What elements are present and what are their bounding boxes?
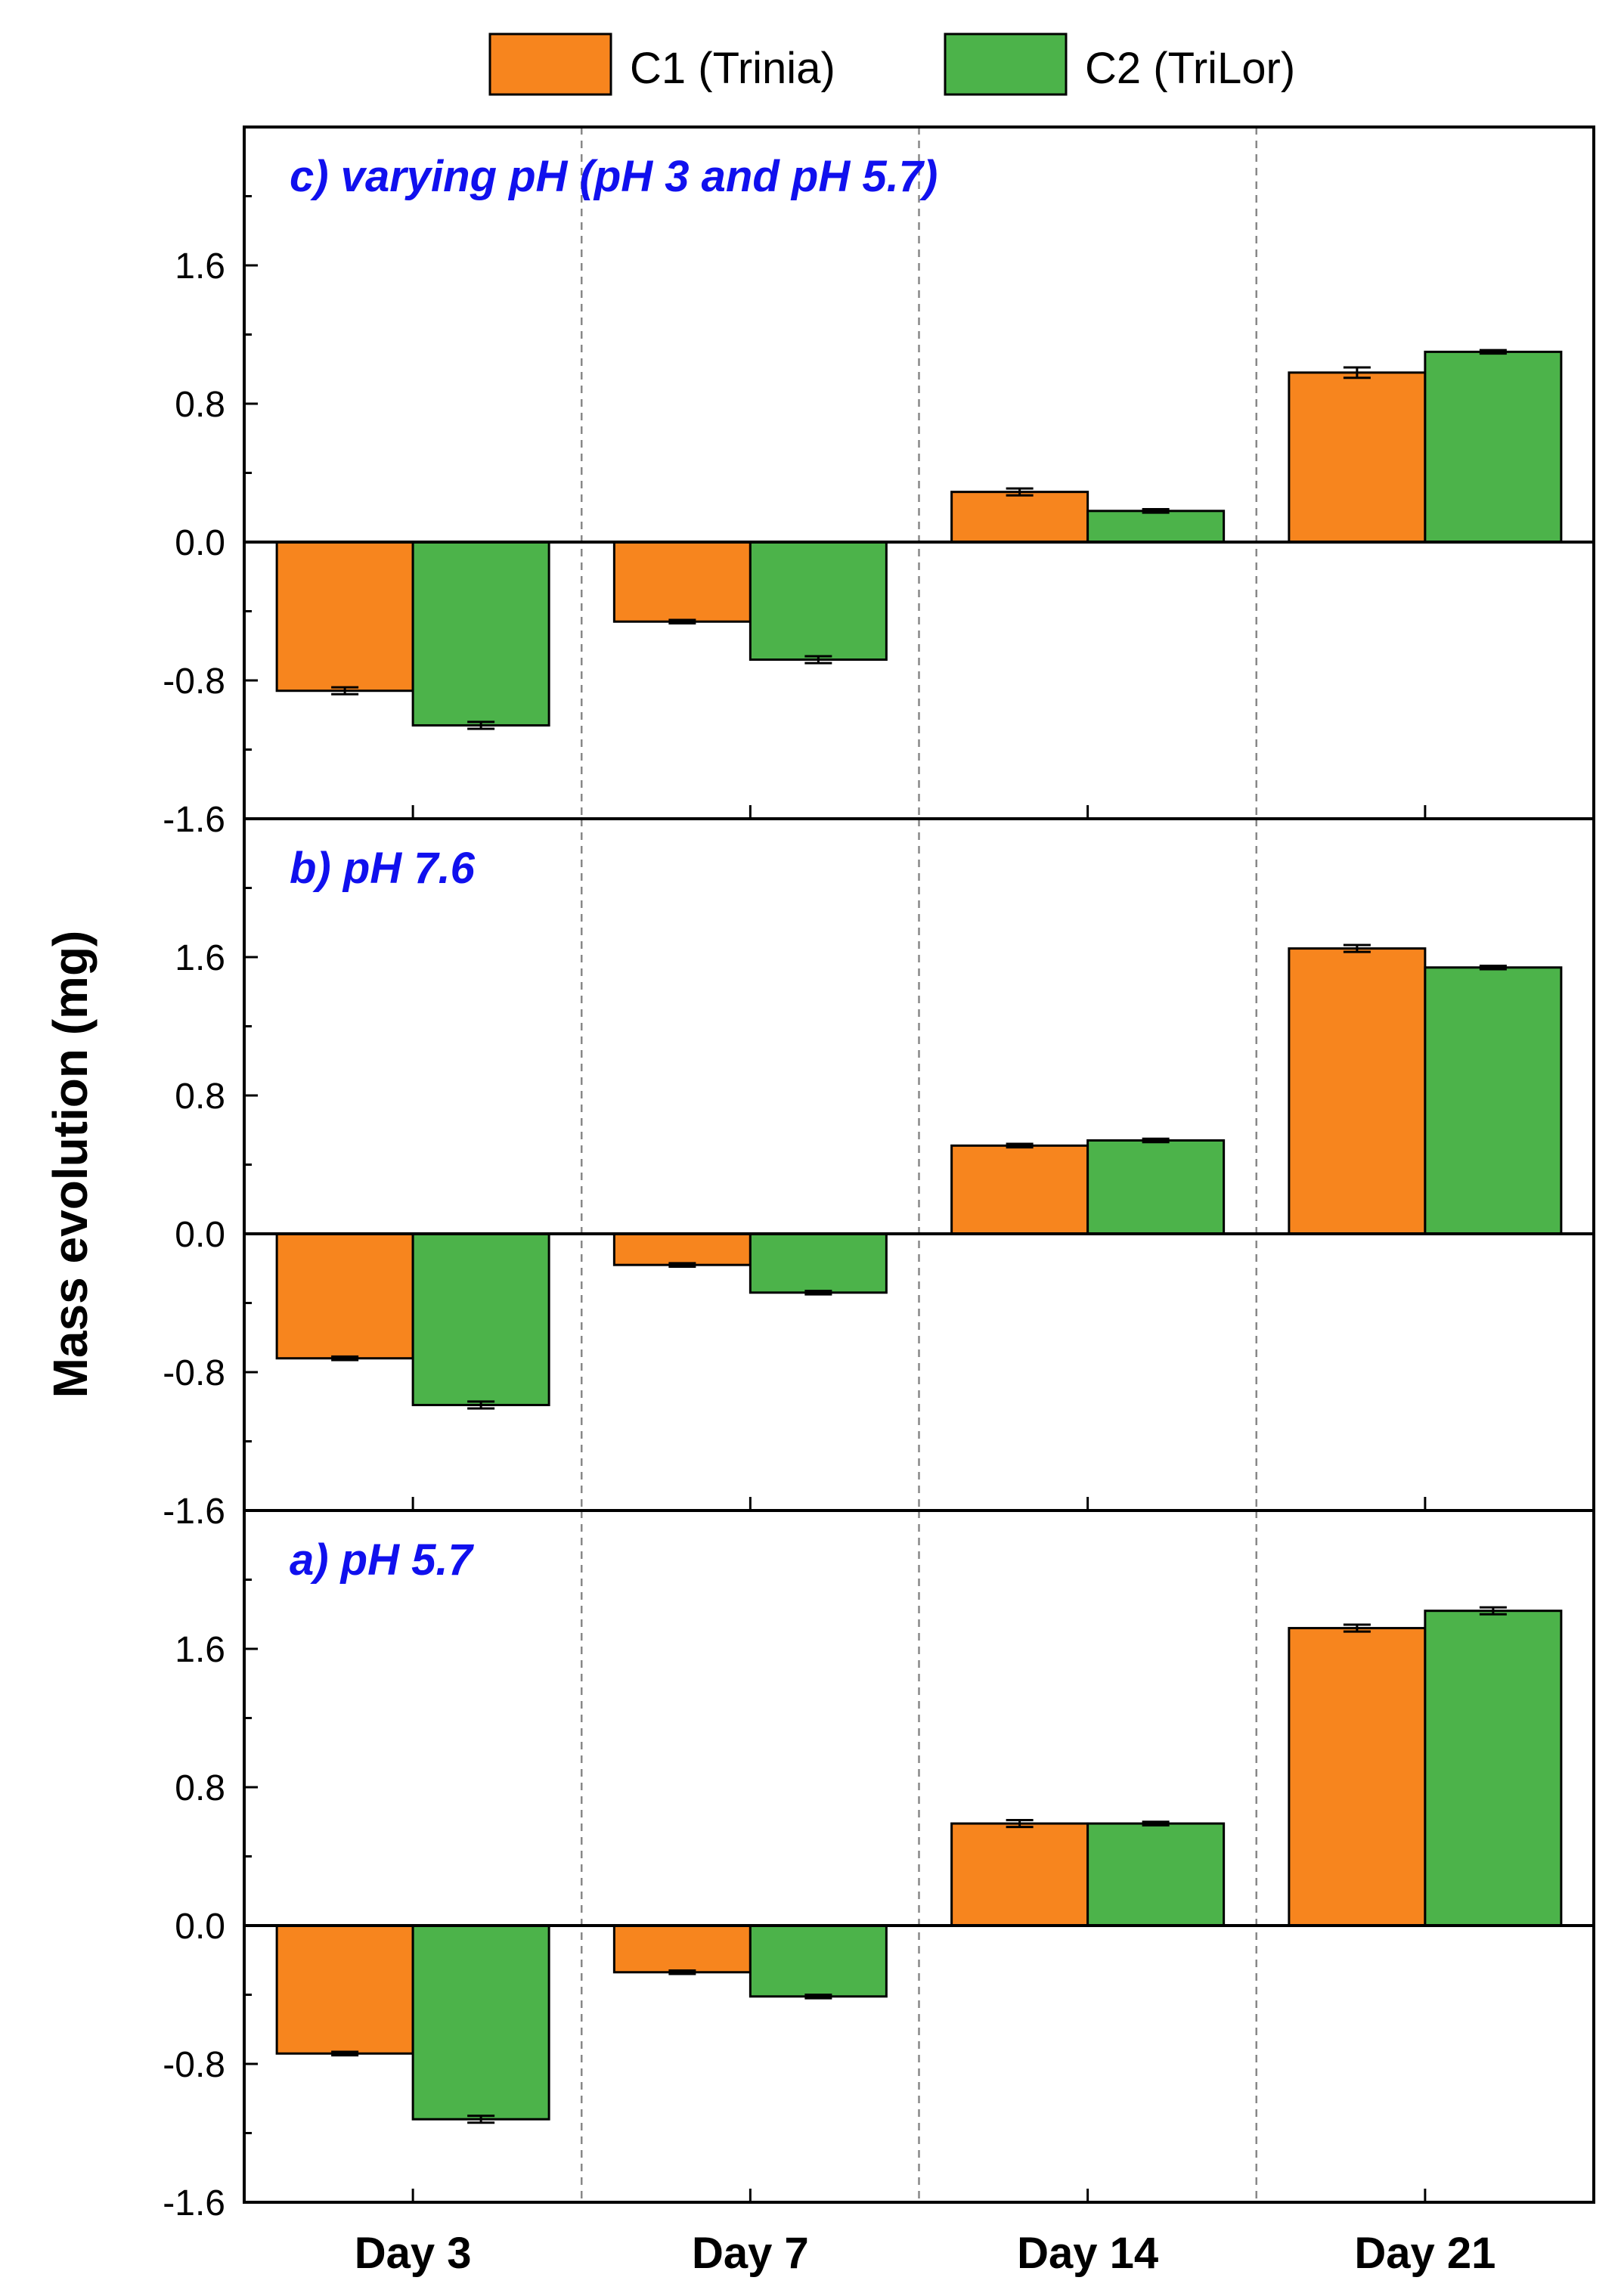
bar-2-s1-c2 — [612, 1232, 752, 1266]
panel-frame-3 — [243, 1509, 1595, 2204]
bar-1-s2-c2 — [749, 541, 888, 662]
bar-3-s1-c2 — [612, 1924, 752, 1974]
bar-1-s2-c4 — [1424, 350, 1563, 544]
bar-3-s2-c4 — [1424, 1610, 1563, 1927]
bar-2-s2-c4 — [1424, 966, 1563, 1235]
y-tick-label-1-3: 0.0 — [175, 523, 225, 563]
bar-2-s2-c1 — [411, 1232, 550, 1406]
bar-3-s1-c4 — [1288, 1627, 1427, 1927]
y-tick-label-3-2: -0.8 — [163, 2045, 225, 2085]
bar-1-s1-c4 — [1288, 371, 1427, 544]
y-tick-label-1-1: -1.6 — [163, 800, 225, 840]
y-tick-label-3-3: 0.0 — [175, 1907, 225, 1947]
bar-2-s1-c1 — [275, 1232, 414, 1360]
bar-1-s2-c3 — [1086, 510, 1226, 544]
x-category-label-2: Day 7 — [692, 2229, 809, 2278]
x-category-label-3: Day 14 — [1017, 2229, 1158, 2278]
legend-swatch-1 — [488, 33, 612, 96]
bar-3-s2-c3 — [1086, 1822, 1226, 1927]
y-tick-label-2-3: 0.0 — [175, 1215, 225, 1255]
bar-2-s1-c3 — [950, 1144, 1089, 1235]
bar-3-s1-c3 — [950, 1822, 1089, 1927]
y-tick-label-3-4: 0.8 — [175, 1768, 225, 1808]
bar-1-s1-c2 — [612, 541, 752, 623]
bar-3-s2-c1 — [411, 1924, 550, 2121]
x-category-label-4: Day 21 — [1354, 2229, 1495, 2278]
panel-title-1: c) varying pH (pH 3 and pH 5.7) — [290, 152, 938, 201]
bar-3-s1-c1 — [275, 1924, 414, 2055]
legend-swatch-2 — [944, 33, 1068, 96]
y-tick-label-3-1: -1.6 — [163, 2183, 225, 2223]
bar-1-s1-c1 — [275, 541, 414, 693]
y-tick-label-2-1: -1.6 — [163, 1492, 225, 1532]
bar-1-s2-c1 — [411, 541, 550, 727]
y-tick-label-1-2: -0.8 — [163, 662, 225, 702]
panel-title-2: b) pH 7.6 — [290, 844, 476, 893]
y-tick-label-1-5: 1.6 — [175, 246, 225, 287]
y-tick-label-3-5: 1.6 — [175, 1630, 225, 1670]
x-category-label-1: Day 3 — [355, 2229, 472, 2278]
bar-2-s2-c2 — [749, 1232, 888, 1294]
y-tick-label-2-2: -0.8 — [163, 1353, 225, 1393]
panel-title-3: a) pH 5.7 — [290, 1535, 474, 1585]
bar-3-s2-c2 — [749, 1924, 888, 1998]
y-tick-label-2-5: 1.6 — [175, 938, 225, 978]
bar-2-s2-c3 — [1086, 1139, 1226, 1235]
y-tick-label-1-4: 0.8 — [175, 385, 225, 425]
bar-2-s1-c4 — [1288, 947, 1427, 1235]
legend-label-1: C1 (Trinia) — [630, 44, 835, 93]
y-tick-label-2-4: 0.8 — [175, 1077, 225, 1117]
legend-label-2: C2 (TriLor) — [1085, 44, 1295, 93]
y-axis-label: Mass evolution (mg) — [43, 931, 98, 1399]
bar-1-s1-c3 — [950, 491, 1089, 544]
